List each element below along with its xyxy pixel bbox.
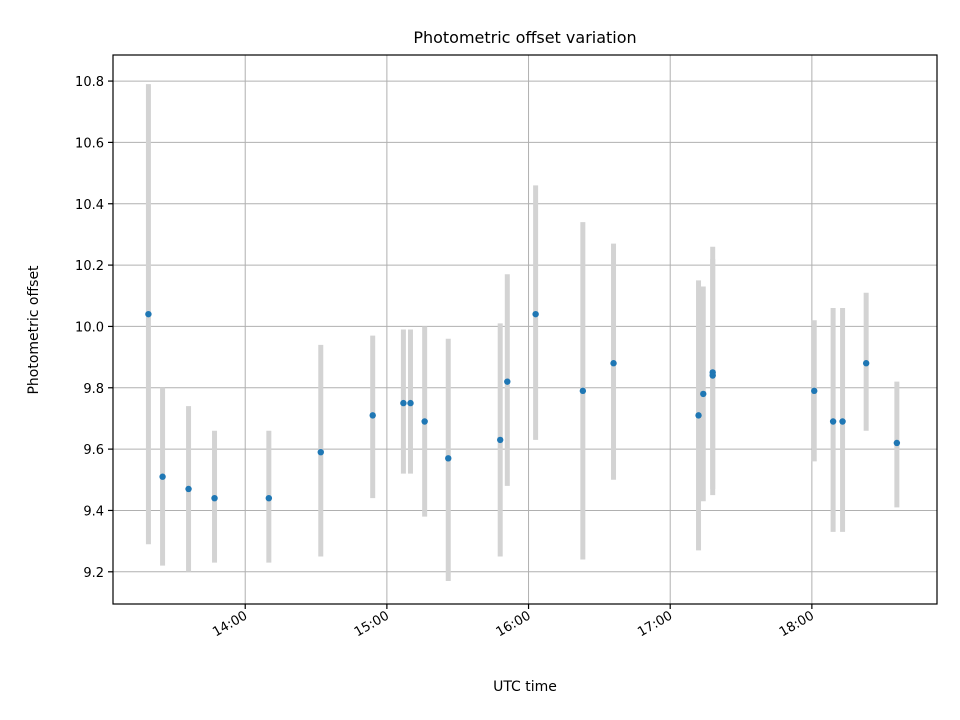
data-point <box>862 360 870 367</box>
data-point <box>185 485 192 493</box>
y-tick-label: 10.8 <box>75 75 104 90</box>
y-tick-label: 10.6 <box>75 136 104 151</box>
grid-layer <box>113 55 937 604</box>
point-layer <box>145 310 901 502</box>
data-point <box>700 390 707 398</box>
y-tick-label: 9.2 <box>83 566 104 581</box>
data-point <box>504 378 511 385</box>
data-point <box>317 448 324 456</box>
y-axis-label: Photometric offset <box>26 265 42 395</box>
data-point <box>407 399 414 407</box>
y-tick-label: 9.4 <box>83 504 104 519</box>
data-point <box>610 360 617 367</box>
y-tick-label: 10.0 <box>75 320 104 335</box>
y-tick-label: 10.2 <box>75 259 104 274</box>
data-point <box>497 436 504 444</box>
y-tick-label: 9.6 <box>83 443 104 458</box>
data-point <box>421 418 428 425</box>
data-point <box>445 455 452 462</box>
data-point <box>145 310 152 318</box>
data-point <box>369 412 376 419</box>
data-point <box>893 439 901 447</box>
y-tick-label: 9.8 <box>83 382 104 397</box>
plot-frame <box>112 54 938 605</box>
data-point <box>211 494 218 502</box>
data-point <box>579 387 587 395</box>
data-point <box>532 310 539 318</box>
data-point <box>709 372 716 379</box>
chart-title: Photometric offset variation <box>413 28 636 47</box>
data-point <box>159 473 166 480</box>
data-point <box>829 418 837 425</box>
data-point <box>695 412 702 419</box>
x-axis-label: UTC time <box>493 679 557 695</box>
y-tick-label: 10.4 <box>75 198 104 213</box>
data-point <box>400 399 407 407</box>
data-point <box>811 387 818 395</box>
data-point <box>839 418 846 425</box>
data-point <box>265 494 273 502</box>
